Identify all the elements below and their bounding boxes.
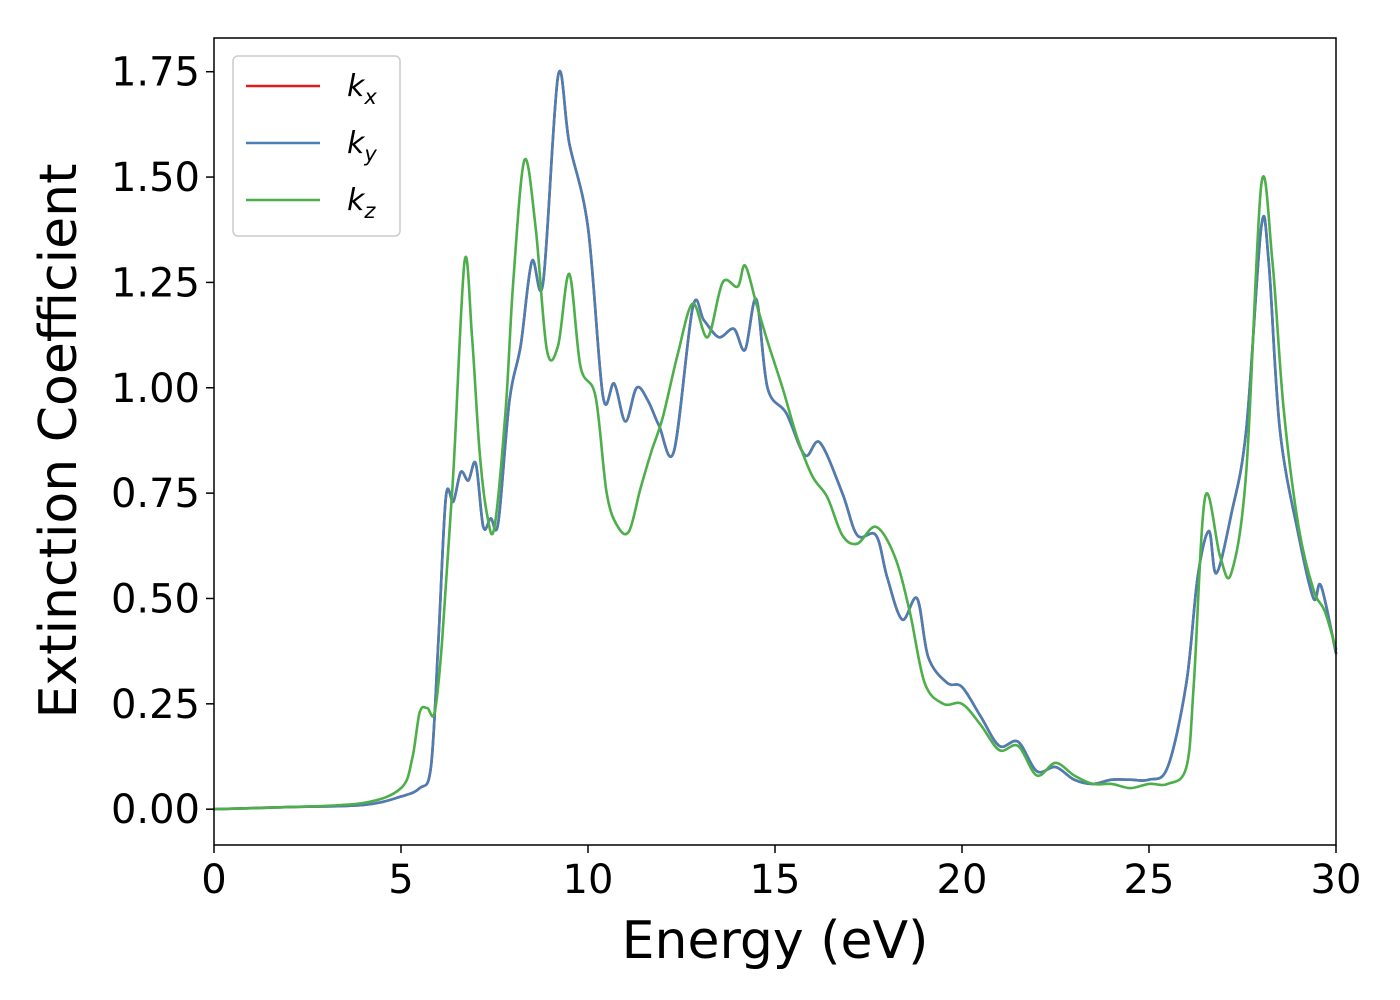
legend-label-kx: kx [347, 69, 377, 109]
y-tick-label: 0.75 [111, 471, 200, 517]
legend-label-subscript: y [363, 142, 377, 166]
x-tick-label: 25 [1124, 857, 1175, 903]
y-tick-label: 0.25 [111, 682, 200, 728]
legend-label-base: k [347, 126, 366, 161]
x-ticks: 0 5 10 15 20 25 30 [201, 845, 1361, 903]
x-tick-label: 0 [201, 857, 226, 903]
y-tick-label: 0.00 [111, 787, 200, 833]
y-tick-label: 1.50 [111, 155, 200, 201]
legend-label-base: k [347, 183, 366, 218]
y-tick-label: 1.75 [111, 50, 200, 96]
series-layer [212, 69, 1338, 811]
y-tick-label: 0.50 [111, 576, 200, 622]
x-tick-label: 10 [563, 857, 614, 903]
y-tick-label: 1.25 [111, 260, 200, 306]
series-line-kz [212, 157, 1338, 811]
x-tick-label: 5 [388, 857, 413, 903]
y-axis-label: Extinction Coefficient [29, 164, 89, 719]
legend-label-kz: kz [347, 183, 376, 223]
plot-area [214, 38, 1336, 845]
legend-label-subscript: x [363, 85, 377, 109]
y-tick-label: 1.00 [111, 366, 200, 412]
legend-label-base: k [347, 69, 366, 104]
legend-label-ky: ky [347, 126, 377, 166]
series-line-ky [212, 69, 1338, 811]
legend-frame [232, 55, 401, 237]
x-tick-label: 15 [750, 857, 801, 903]
y-ticks: 0.00 0.25 0.50 0.75 1.00 1.25 1.50 1.75 [111, 50, 214, 833]
x-tick-label: 30 [1311, 857, 1362, 903]
legend-label-subscript: z [363, 199, 376, 223]
x-tick-label: 20 [937, 857, 988, 903]
x-axis-label: Energy (eV) [622, 911, 929, 971]
